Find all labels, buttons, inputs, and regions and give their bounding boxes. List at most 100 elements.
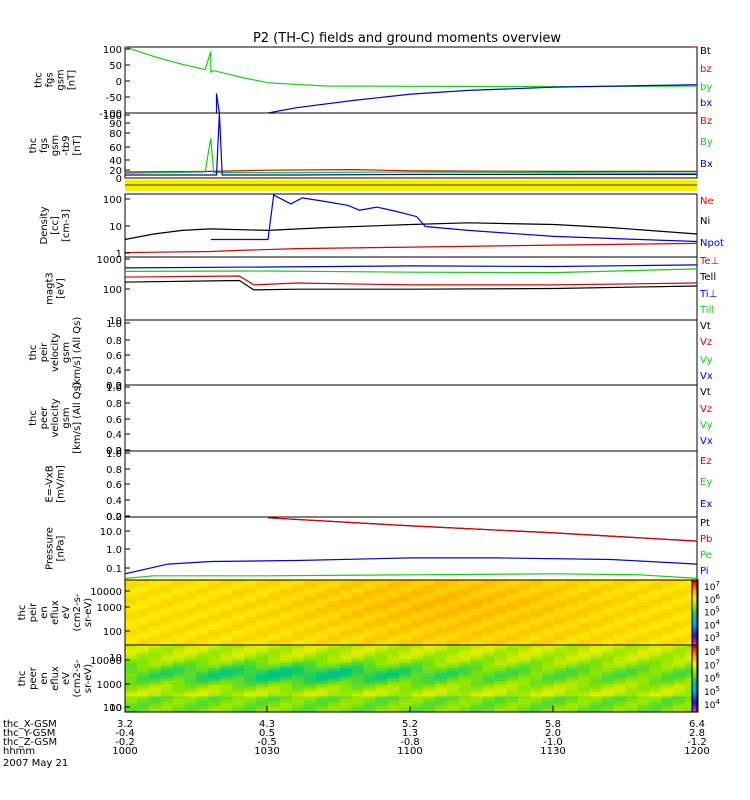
- spectrogram-cell: [446, 701, 460, 705]
- spectrogram-cell: [351, 655, 364, 659]
- series-ni-line: [124, 222, 698, 241]
- legend-entry: Npot: [700, 238, 724, 249]
- spectrogram-cell: [542, 637, 555, 641]
- spectrogram-cell: [279, 625, 293, 629]
- spectrogram-cell: [256, 592, 269, 596]
- spectrogram-cell: [577, 592, 591, 596]
- spectrogram-cell: [649, 620, 662, 624]
- spectrogram-cell: [303, 657, 317, 662]
- spectrogram-cell: [506, 650, 519, 654]
- spectrogram-cell: [375, 632, 388, 636]
- spectrogram-cell: [685, 600, 698, 604]
- spectrogram-cell: [625, 605, 638, 609]
- spectrogram-cell: [661, 627, 674, 631]
- spectrogram-cell: [613, 615, 627, 619]
- spectrogram-cell: [601, 683, 615, 687]
- spectrogram-cell: [637, 600, 650, 604]
- spectrogram-cell: [244, 600, 257, 604]
- spectrogram-cell: [160, 620, 174, 624]
- spectrogram-cell: [387, 592, 400, 596]
- spectrogram-cell: [470, 602, 484, 606]
- spectrogram-cell: [565, 647, 579, 651]
- spectrogram-cell: [494, 612, 507, 616]
- spectrogram-cell: [160, 610, 174, 614]
- spectrogram-cell: [637, 647, 650, 651]
- spectrogram-cell: [649, 635, 662, 639]
- spectrogram-cell: [637, 597, 650, 601]
- y-tick-label: 1: [116, 249, 122, 260]
- spectrogram-cell: [613, 595, 627, 599]
- spectrogram-cell: [125, 650, 138, 654]
- spectrogram-cell: [291, 590, 305, 594]
- spectrogram-cell: [411, 675, 424, 680]
- spectrogram-cell: [184, 615, 198, 619]
- spectrogram-cell: [375, 706, 388, 710]
- spectrogram-cell: [649, 585, 662, 589]
- spectrogram-cell: [577, 582, 591, 586]
- spectrogram-cell: [232, 607, 245, 611]
- spectrogram-cell: [542, 696, 555, 700]
- spectrogram-cell: [256, 657, 269, 662]
- spectrogram-cell: [136, 694, 150, 698]
- spectrogram-cell: [673, 607, 686, 611]
- spectrogram-cell: [422, 663, 436, 667]
- spectrogram-cell: [625, 645, 638, 649]
- spectrogram-cell: [458, 607, 472, 611]
- spectrogram-cell: [577, 650, 591, 654]
- spectrogram-cell: [220, 635, 233, 639]
- spectrogram-cell: [232, 642, 245, 646]
- spectrogram-cell: [446, 709, 460, 713]
- spectrogram-cell: [506, 587, 519, 591]
- spectrogram-cell: [160, 663, 174, 667]
- colorbar-segment: [692, 639, 698, 643]
- spectrogram-cell: [482, 645, 495, 649]
- y-tick-label: 0.4: [106, 496, 122, 507]
- spectrogram-cell: [601, 655, 615, 659]
- spectrogram-cell: [601, 637, 615, 641]
- spectrogram-cell: [172, 706, 186, 710]
- spectrogram-cell: [554, 652, 567, 656]
- spectrogram-cell: [208, 630, 221, 634]
- spectrogram-cell: [434, 642, 448, 646]
- spectrogram-cell: [518, 590, 531, 594]
- spectrogram-cell: [303, 642, 317, 646]
- spectrogram-cell: [494, 580, 507, 584]
- spectrogram-cell: [399, 645, 412, 649]
- spectrogram-cell: [303, 582, 317, 586]
- y-axis-label: sr-eV): [83, 664, 94, 693]
- spectrogram-cell: [196, 632, 209, 636]
- spectrogram-cell: [387, 642, 400, 646]
- spectrogram-cell: [136, 587, 150, 591]
- spectrogram-cell: [506, 632, 519, 636]
- spectrogram-cell: [542, 630, 555, 634]
- colorbar-segment: [692, 623, 698, 627]
- spectrogram-cell: [434, 691, 448, 695]
- spectrogram-cell: [315, 617, 329, 621]
- spectrogram-cell: [518, 580, 531, 584]
- spectrogram-cell: [256, 642, 269, 646]
- spectrogram-cell: [661, 625, 674, 629]
- spectrogram-cell: [208, 657, 221, 662]
- spectrogram-cell: [494, 683, 507, 687]
- spectrogram-cell: [458, 590, 472, 594]
- spectrogram-cell: [494, 630, 507, 634]
- spectrogram-cell: [363, 701, 376, 705]
- spectrogram-cell: [506, 673, 519, 677]
- spectrogram-cell: [577, 637, 591, 641]
- spectrogram-cell: [208, 686, 221, 690]
- spectrogram-cell: [375, 699, 388, 703]
- spectrogram-cell: [661, 620, 674, 624]
- spectrogram-cell: [446, 650, 460, 654]
- spectrogram-cell: [685, 686, 698, 690]
- spectrogram-cell: [542, 670, 555, 674]
- spectrogram-cell: [220, 647, 233, 651]
- spectrogram-cell: [649, 627, 662, 631]
- spectrogram-cell: [530, 610, 543, 614]
- spectrogram-cell: [375, 657, 388, 662]
- spectrogram-cell: [208, 625, 221, 629]
- spectrogram-cell: [375, 686, 388, 690]
- spectrogram-cell: [661, 617, 674, 621]
- spectrogram-cell: [422, 592, 436, 596]
- spectrogram-cell: [458, 675, 472, 680]
- spectrogram-cell: [339, 582, 352, 586]
